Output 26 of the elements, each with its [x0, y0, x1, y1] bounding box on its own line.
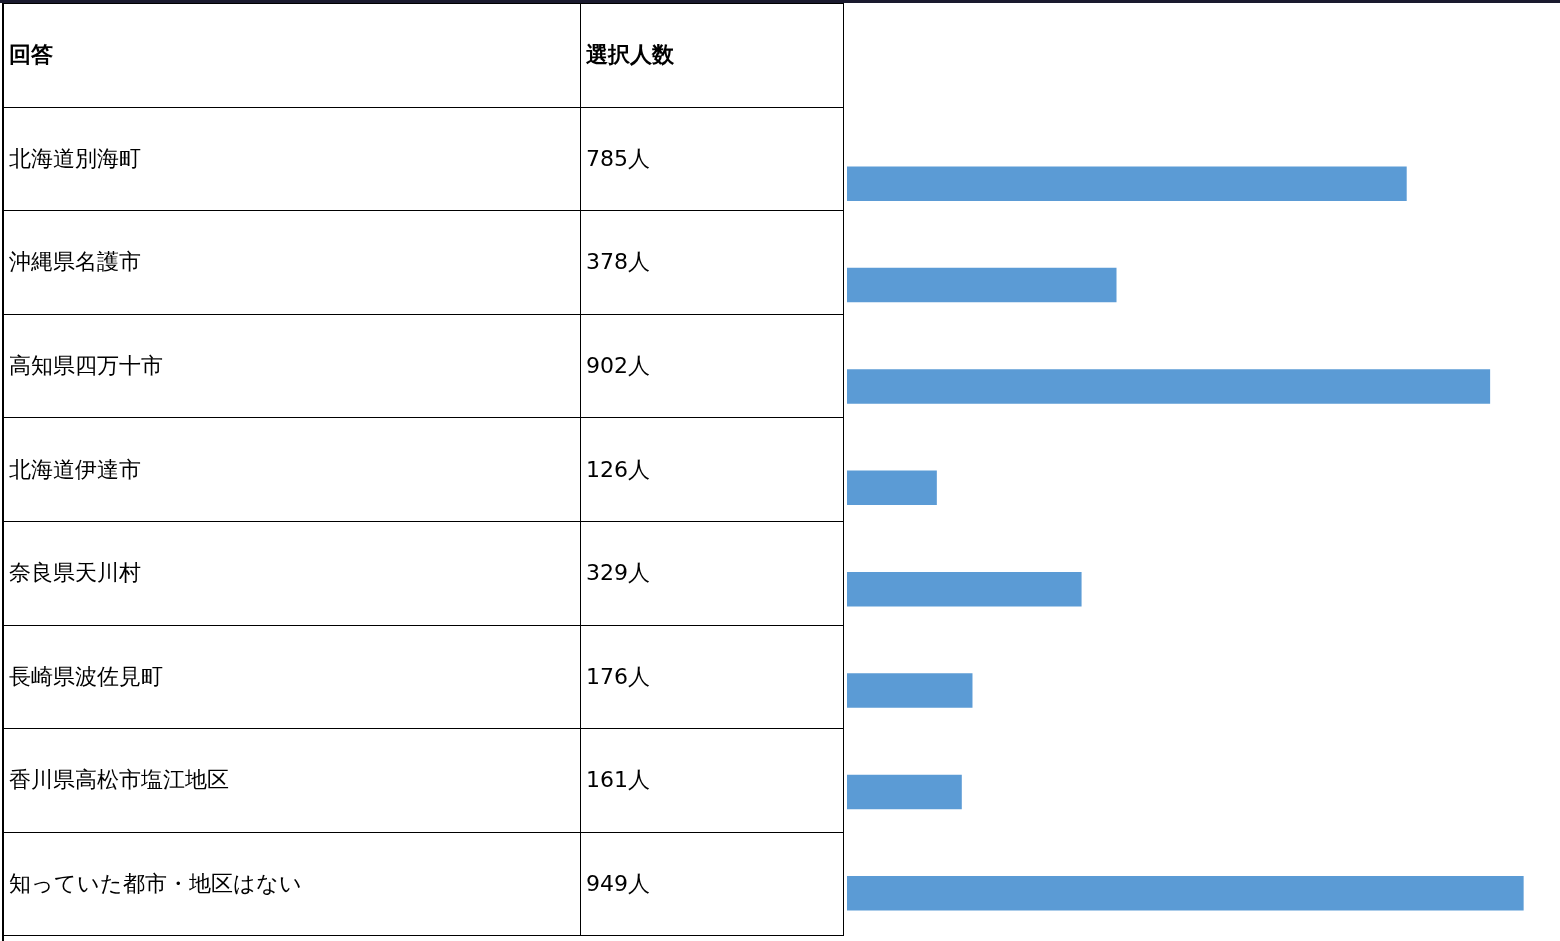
data-label: 785人	[580, 107, 844, 211]
bar	[847, 166, 1407, 201]
data-label: 161人	[580, 728, 844, 833]
bar	[847, 673, 973, 708]
y-tick-label: 長崎県波佐見町	[3, 625, 581, 729]
bar	[847, 369, 1491, 404]
bar	[847, 267, 1117, 303]
y-tick-label: 知っていた都市・地区はない	[3, 832, 581, 936]
x-axis-title: 選択人数	[580, 3, 844, 108]
y-tick-label: 北海道伊達市	[3, 417, 581, 522]
data-label: 902人	[580, 314, 844, 418]
bar	[847, 571, 1082, 607]
data-label: 329人	[580, 521, 844, 626]
y-axis-title: 回答	[3, 3, 581, 108]
data-label: 949人	[580, 832, 844, 936]
y-tick-label: 香川県高松市塩江地区	[3, 728, 581, 833]
bar	[847, 876, 1524, 911]
data-label: 126人	[580, 417, 844, 522]
y-tick-label: 奈良県天川村	[3, 521, 581, 626]
y-tick-label: 高知県四万十市	[3, 314, 581, 418]
bar	[847, 774, 962, 810]
data-label: 378人	[580, 210, 844, 315]
bar	[847, 470, 937, 506]
data-label: 176人	[580, 625, 844, 729]
y-tick-label: 北海道別海町	[3, 107, 581, 211]
y-tick-label: 沖縄県名護市	[3, 210, 581, 315]
